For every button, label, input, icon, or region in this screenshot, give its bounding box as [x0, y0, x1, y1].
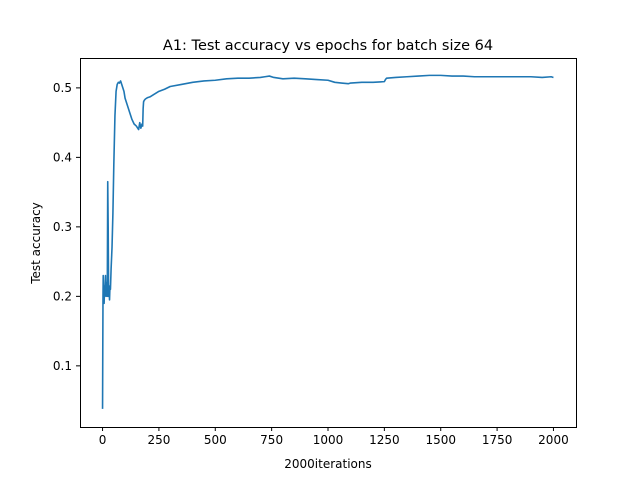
y-axis-label: Test accuracy: [29, 202, 43, 285]
y-tick-label: 0.1: [53, 359, 72, 373]
y-tick-label: 0.2: [53, 289, 72, 303]
y-tick-label: 0.5: [53, 81, 72, 95]
y-tick-label: 0.4: [53, 150, 72, 164]
x-tick-label: 1750: [482, 433, 513, 447]
x-tick-label: 1500: [425, 433, 456, 447]
x-tick-label: 1000: [313, 433, 344, 447]
x-tick-label: 750: [260, 433, 283, 447]
x-tick-label: 2000: [538, 433, 569, 447]
x-tick-label: 0: [99, 433, 107, 447]
x-tick-label: 1250: [369, 433, 400, 447]
y-tick-label: 0.3: [53, 220, 72, 234]
x-tick-label: 500: [204, 433, 227, 447]
series-line-0: [101, 74, 554, 409]
x-axis-label: 2000iterations: [284, 457, 372, 471]
plot-area: [101, 74, 554, 409]
y-axis-ticks: 0.1 0.2 0.3 0.4 0.5: [53, 81, 80, 373]
x-tick-label: 250: [147, 433, 170, 447]
x-axis-ticks: 0 250 500 750 1000 1250 1500 1750 2000: [99, 427, 569, 447]
chart-title: A1: Test accuracy vs epochs for batch si…: [163, 38, 493, 54]
